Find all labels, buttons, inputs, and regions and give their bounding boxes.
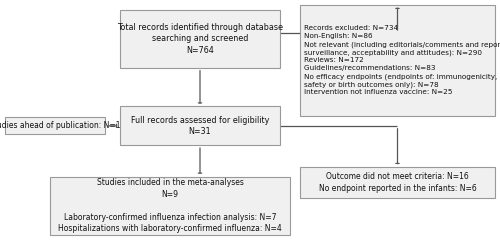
FancyBboxPatch shape — [300, 5, 495, 116]
FancyBboxPatch shape — [120, 10, 280, 68]
FancyBboxPatch shape — [120, 106, 280, 145]
Text: Studies ahead of publication: N=1: Studies ahead of publication: N=1 — [0, 121, 121, 130]
Text: Studies included in the meta-analyses
N=9

Laboratory-confirmed influenza infect: Studies included in the meta-analyses N=… — [58, 178, 282, 233]
FancyBboxPatch shape — [5, 117, 105, 134]
Text: Outcome did not meet criteria: N=16
No endpoint reported in the infants: N=6: Outcome did not meet criteria: N=16 No e… — [318, 173, 476, 193]
Text: Full records assessed for eligibility
N=31: Full records assessed for eligibility N=… — [131, 116, 269, 136]
Text: Total records identified through database
searching and screened
N=764: Total records identified through databas… — [117, 23, 283, 55]
FancyBboxPatch shape — [300, 167, 495, 198]
FancyBboxPatch shape — [50, 177, 290, 235]
Text: Records excluded: N=734
Non-English: N=86
Not relevant (including editorials/com: Records excluded: N=734 Non-English: N=8… — [304, 25, 500, 96]
